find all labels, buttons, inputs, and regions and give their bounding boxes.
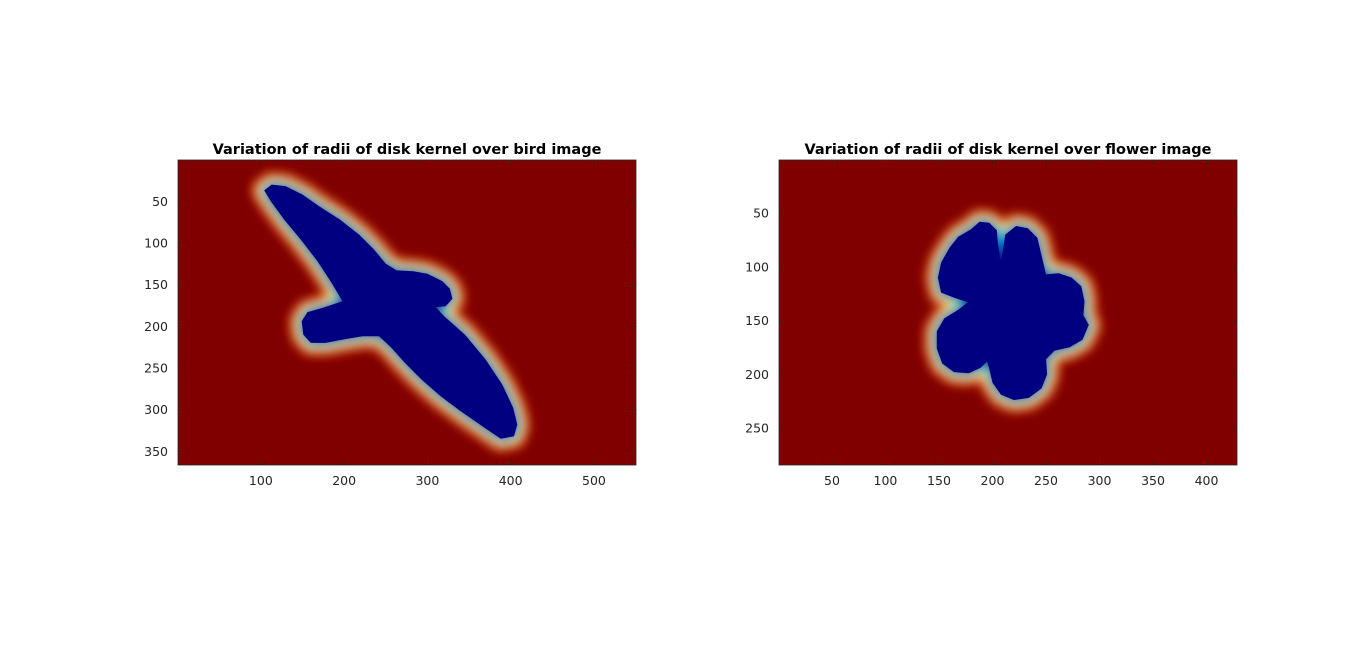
- y-tick-label: 350: [144, 444, 168, 459]
- axis-ticks: 50 100 150 200 250 300 350 400 50 100 150 200 250: [745, 160, 1237, 488]
- x-tick-label: 300: [415, 473, 439, 488]
- y-tick-label: 50: [753, 206, 769, 221]
- axes-frame: [177, 159, 637, 466]
- chart-title: Variation of radii of disk kernel over b…: [213, 142, 602, 158]
- x-tick-label: 50: [824, 473, 840, 488]
- heatmap-shape: [252, 172, 530, 451]
- y-tick-label: 150: [745, 313, 769, 328]
- y-tick-label: 150: [144, 277, 168, 292]
- shape-fill: [264, 184, 518, 439]
- x-tick-label: 150: [927, 473, 951, 488]
- shape-fill: [936, 221, 1089, 400]
- y-tick-label: 50: [152, 194, 168, 209]
- axis-ticks: 100 200 300 400 500 50 100 150 200 250 300 350: [144, 160, 636, 488]
- x-tick-label: 350: [1141, 473, 1165, 488]
- x-tick-label: 500: [582, 473, 606, 488]
- x-tick-label: 200: [981, 473, 1005, 488]
- y-tick-label: 300: [144, 402, 168, 417]
- heatmap-flower: [779, 160, 1237, 465]
- x-tick-label: 100: [249, 473, 273, 488]
- x-tick-label: 200: [332, 473, 356, 488]
- heatmap-bird: [178, 160, 636, 465]
- heatmap-shape: [924, 209, 1101, 412]
- y-tick-label: 250: [745, 420, 769, 435]
- y-tick-label: 200: [745, 367, 769, 382]
- y-tick-label: 250: [144, 360, 168, 375]
- y-tick-label: 100: [745, 259, 769, 274]
- axes-bird: Variation of radii of disk kernel over b…: [144, 142, 637, 488]
- y-tick-label: 100: [144, 235, 168, 250]
- axes-flower: Variation of radii of disk kernel over f…: [745, 142, 1238, 488]
- y-tick-label: 200: [144, 319, 168, 334]
- x-tick-label: 400: [499, 473, 523, 488]
- chart-title: Variation of radii of disk kernel over f…: [804, 142, 1211, 158]
- x-tick-label: 300: [1088, 473, 1112, 488]
- x-tick-label: 250: [1034, 473, 1058, 488]
- x-tick-label: 100: [874, 473, 898, 488]
- x-tick-label: 400: [1195, 473, 1219, 488]
- axes-frame: [778, 159, 1238, 466]
